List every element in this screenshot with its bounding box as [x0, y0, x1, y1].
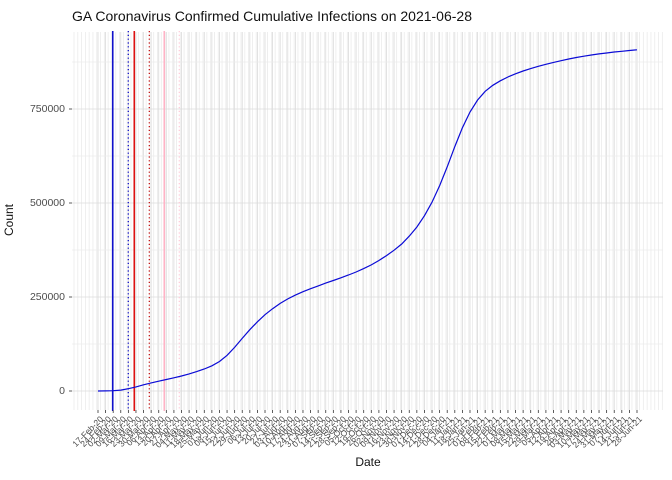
y-tick-label: 500000: [29, 197, 65, 209]
series-line-confirmed-cumulative-infections: [97, 49, 638, 392]
y-axis-title: Count: [2, 203, 16, 237]
x-axis-title: Date: [355, 455, 381, 469]
y-tick-label: 250000: [29, 291, 65, 303]
y-tick-label: 750000: [29, 103, 65, 115]
chart-title: GA Coronavirus Confirmed Cumulative Infe…: [72, 8, 472, 24]
y-tick-label: 0: [59, 385, 65, 397]
